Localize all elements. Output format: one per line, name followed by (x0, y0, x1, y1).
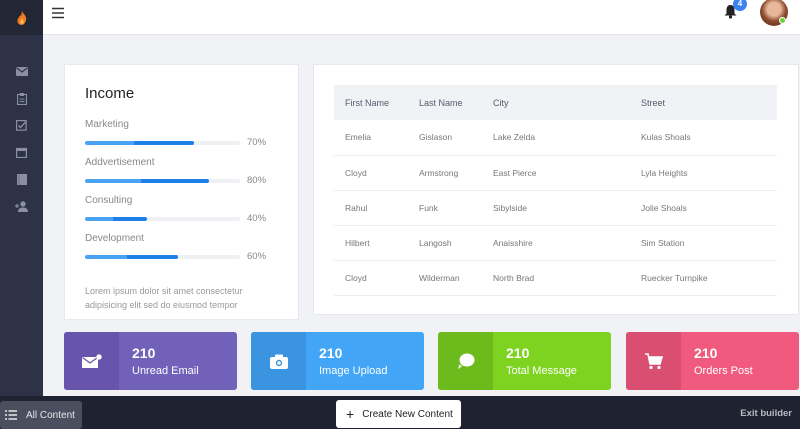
people-table-card: First Name Last Name City Street Emelia G… (313, 64, 799, 315)
stat-value: 210 (694, 345, 718, 361)
calendar-icon (16, 147, 27, 158)
stat-label: Orders Post (694, 365, 753, 377)
book-icon (16, 174, 27, 185)
stat-card-orders-post[interactable]: 210 Orders Post (626, 332, 799, 390)
income-title: Income (85, 85, 135, 102)
cell: Ruecker Turnpike (630, 260, 777, 296)
column-header[interactable]: Street (641, 97, 666, 108)
income-description: Lorem ipsum dolor sit amet consectetur a… (85, 286, 243, 310)
column-header[interactable]: City (493, 97, 509, 108)
camera-icon (269, 354, 288, 369)
mail-icon (15, 67, 28, 76)
column-header[interactable]: Last Name (419, 97, 463, 108)
income-bar-marketing: Marketing 70% (85, 119, 278, 148)
cell: Langosh (408, 225, 482, 261)
cell: Cloyd (334, 155, 408, 191)
sidebar-item-book[interactable] (0, 166, 43, 193)
cell: Jolie Shoals (630, 190, 777, 226)
clipboard-icon (16, 92, 27, 105)
income-bar-development: Development 60% (85, 233, 278, 262)
plus-icon: + (346, 406, 355, 422)
cell: Wilderman (408, 260, 482, 296)
sidebar (0, 0, 43, 396)
bar-label: Addvertisement (85, 157, 155, 168)
income-bar-advertisement: Addvertisement 80% (85, 157, 278, 186)
list-icon (5, 410, 17, 420)
cell: Funk (408, 190, 482, 226)
cell: Armstrong (408, 155, 482, 191)
bar-percent: 80% (247, 175, 267, 186)
progress-bar (85, 254, 240, 259)
stat-card-image-upload[interactable]: 210 Image Upload (251, 332, 424, 390)
table-row[interactable]: Hilbert Langosh Anaisshire Sim Station (334, 225, 777, 261)
column-header[interactable]: First Name (345, 97, 390, 108)
stat-label: Unread Email (132, 365, 199, 377)
people-table: First Name Last Name City Street Emelia G… (334, 85, 777, 296)
chat-icon (457, 353, 474, 369)
stat-value: 210 (132, 345, 156, 361)
builder-footer: All Content + Create New Content Exit bu… (0, 396, 800, 429)
stat-label: Image Upload (319, 365, 388, 377)
table-row[interactable]: Emelia Gislason Lake Zelda Kulas Shoals (334, 120, 777, 156)
cell: Lake Zelda (482, 120, 630, 156)
create-label: Create New Content (362, 408, 453, 420)
hamburger-menu-icon[interactable] (52, 7, 66, 19)
cell: Rahul (334, 190, 408, 226)
stat-value: 210 (506, 345, 530, 361)
flame-icon (16, 10, 26, 25)
stat-card-total-message[interactable]: 210 Total Message (438, 332, 611, 390)
cell: Anaisshire (482, 225, 630, 261)
all-content-button[interactable]: All Content (0, 401, 82, 429)
online-status-dot (779, 17, 786, 24)
cell: Lyla Heights (630, 155, 777, 191)
income-bar-consulting: Consulting 40% (85, 195, 278, 224)
cell: East Pierce (482, 155, 630, 191)
sidebar-item-clipboard[interactable] (0, 85, 43, 112)
sidebar-item-mail[interactable] (0, 58, 43, 85)
bar-label: Consulting (85, 195, 133, 206)
logo[interactable] (0, 0, 43, 35)
stat-card-unread-email[interactable]: 210 Unread Email (64, 332, 237, 390)
table-row[interactable]: Cloyd Wilderman North Brad Ruecker Turnpike (334, 260, 777, 296)
bar-percent: 40% (247, 213, 267, 224)
stat-value: 210 (319, 345, 343, 361)
progress-bar (85, 178, 240, 183)
sidebar-item-calendar[interactable] (0, 139, 43, 166)
add-user-icon (15, 201, 28, 212)
cell: Gislason (408, 120, 482, 156)
cell: Hilbert (334, 225, 408, 261)
cell: Sim Station (630, 225, 777, 261)
cell: Emelia (334, 120, 408, 156)
bar-percent: 70% (247, 137, 267, 148)
stat-label: Total Message (506, 365, 577, 377)
table-row[interactable]: Rahul Funk Sibylside Jolie Shoals (334, 190, 777, 226)
cell: Kulas Shoals (630, 120, 777, 156)
cell: North Brad (482, 260, 630, 296)
checkbox-icon (16, 120, 27, 131)
sidebar-item-add-user[interactable] (0, 193, 43, 220)
cell: Cloyd (334, 260, 408, 296)
progress-bar (85, 140, 240, 145)
progress-bar (85, 216, 240, 221)
bar-percent: 60% (247, 251, 267, 262)
table-row[interactable]: Cloyd Armstrong East Pierce Lyla Heights (334, 155, 777, 191)
exit-builder-link[interactable]: Exit builder (740, 408, 792, 419)
notification-badge: 4 (733, 0, 747, 11)
create-new-content-button[interactable]: + Create New Content (336, 400, 461, 428)
table-header-row: First Name Last Name City Street (334, 85, 777, 120)
bar-label: Development (85, 233, 144, 244)
all-content-label: All Content (26, 409, 75, 421)
top-header: 4 (43, 0, 800, 35)
bar-label: Marketing (85, 119, 129, 130)
sidebar-item-tasks[interactable] (0, 112, 43, 139)
cart-icon (644, 352, 663, 369)
cell: Sibylside (482, 190, 630, 226)
income-card: Income Marketing 70% Addvertisement 80% … (64, 64, 299, 320)
email-icon (81, 353, 102, 368)
